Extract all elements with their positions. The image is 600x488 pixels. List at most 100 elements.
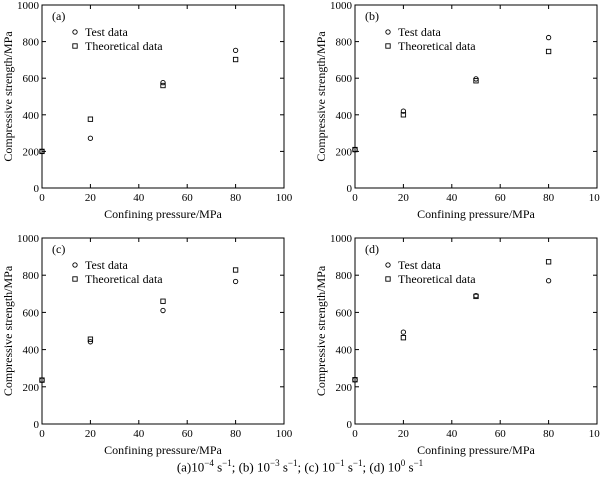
legend-square-icon-a [72,43,78,49]
y-tick-label-d-800: 800 [336,270,353,282]
x-tick-label-d-80: 80 [543,428,555,440]
x-tick-label-d-100: 100 [589,428,600,440]
panel-label-a: (a) [52,9,65,23]
y-tick-label-b-200: 200 [336,146,353,158]
legend-label-test-a: Test data [85,25,128,39]
y-tick-label-d-1000: 1000 [330,233,353,245]
point-theoretical-d-1 [400,335,407,341]
panel-label-b: (b) [365,9,379,23]
caption-b-exp: −3 [270,458,280,468]
legend-square-icon-b [385,43,391,49]
plot-frame-b [354,4,598,189]
x-tick-label-a-100: 100 [276,192,293,204]
point-test-b-1 [400,108,407,114]
x-tick-label-a-0: 0 [39,192,45,204]
caption-a-exp: −4 [204,458,214,468]
legend-circle-icon-c [72,262,78,268]
y-tick-label-d-0: 0 [347,419,353,431]
point-theoretical-b-2 [473,78,479,84]
x-tick-label-a-40: 40 [133,192,145,204]
point-test-c-3 [232,278,239,285]
x-tick-label-c-100: 100 [276,428,293,440]
point-theoretical-b-1 [400,112,407,118]
x-tick-label-d-20: 20 [398,428,410,440]
point-theoretical-d-0 [352,377,358,383]
point-test-d-1 [400,329,407,335]
legend-label-theoretical-c: Theoretical data [85,272,163,286]
y-tick-label-d-200: 200 [336,382,353,394]
point-theoretical-a-3 [232,56,239,63]
point-theoretical-a-2 [160,82,166,89]
legend-label-test-c: Test data [85,258,128,272]
x-tick-label-c-20: 20 [85,428,97,440]
caption-b-unit: s [279,459,288,475]
x-tick-label-c-80: 80 [230,428,242,440]
x-axis-title-d: Confining pressure/MPa [417,443,535,457]
caption-d-text: ; (d) 10 [362,459,401,475]
x-tick-label-c-0: 0 [39,428,45,440]
x-tick-label-a-20: 20 [85,192,97,204]
legend-square-icon-c [72,276,78,282]
point-test-d-3 [545,278,552,284]
plot-frame-c [41,237,285,425]
point-test-c-2 [160,307,166,314]
panel-label-c: (c) [52,242,65,256]
x-axis-title-a: Confining pressure/MPa [104,207,222,221]
panel-label-d: (d) [365,242,379,256]
caption-c-text: ; (c) 10 [297,459,336,475]
point-theoretical-a-0 [39,148,45,155]
x-tick-label-a-80: 80 [230,192,242,204]
y-tick-label-b-400: 400 [336,110,353,122]
caption-b-text: ; (b) 10 [231,459,271,475]
x-tick-label-a-60: 60 [182,192,194,204]
y-tick-label-c-0: 0 [34,419,40,431]
y-tick-label-c-1000: 1000 [17,233,40,245]
x-tick-label-b-40: 40 [446,192,458,204]
y-tick-label-b-1000: 1000 [330,0,353,12]
y-tick-label-d-400: 400 [336,345,353,357]
x-tick-label-b-20: 20 [398,192,410,204]
x-tick-label-d-40: 40 [446,428,458,440]
y-tick-label-b-600: 600 [336,73,353,85]
caption-d-unit-exp: −1 [413,458,424,468]
legend-circle-icon-d [385,262,391,268]
point-test-a-3 [232,47,239,54]
legend-circle-icon-a [72,29,78,35]
legend-circle-icon-b [385,29,391,35]
point-test-a-1 [87,135,94,141]
point-theoretical-a-1 [87,116,94,122]
y-axis-title-b: Compressive strength/MPa [314,31,328,162]
y-tick-label-b-800: 800 [336,37,353,49]
x-tick-label-b-0: 0 [352,192,358,204]
point-test-b-3 [545,34,552,41]
y-tick-label-c-200: 200 [23,382,40,394]
point-theoretical-b-0 [352,146,358,153]
x-tick-label-d-0: 0 [352,428,358,440]
point-theoretical-c-0 [39,377,45,383]
y-tick-label-a-0: 0 [34,183,40,195]
y-tick-label-c-800: 800 [23,270,40,282]
legend-label-theoretical-a: Theoretical data [85,39,163,53]
point-test-a-2 [160,79,166,86]
point-theoretical-d-2 [473,293,479,300]
y-tick-label-c-600: 600 [23,307,40,319]
legend-square-icon-d [385,276,391,282]
y-tick-label-d-600: 600 [336,307,353,319]
y-tick-label-b-0: 0 [347,183,353,195]
caption-c-unit: s [344,459,353,475]
legend-label-test-b: Test data [398,25,441,39]
y-axis-title-c: Compressive strength/MPa [1,265,15,396]
x-axis-title-b: Confining pressure/MPa [417,207,535,221]
point-theoretical-c-1 [87,336,94,342]
caption-d-unit: s [405,459,414,475]
y-tick-label-a-1000: 1000 [17,0,40,12]
point-theoretical-c-3 [232,267,239,273]
y-tick-label-a-200: 200 [23,146,40,158]
caption-c-unit-exp: −1 [352,458,363,468]
legend-label-theoretical-d: Theoretical data [398,272,476,286]
point-theoretical-d-3 [545,259,552,265]
